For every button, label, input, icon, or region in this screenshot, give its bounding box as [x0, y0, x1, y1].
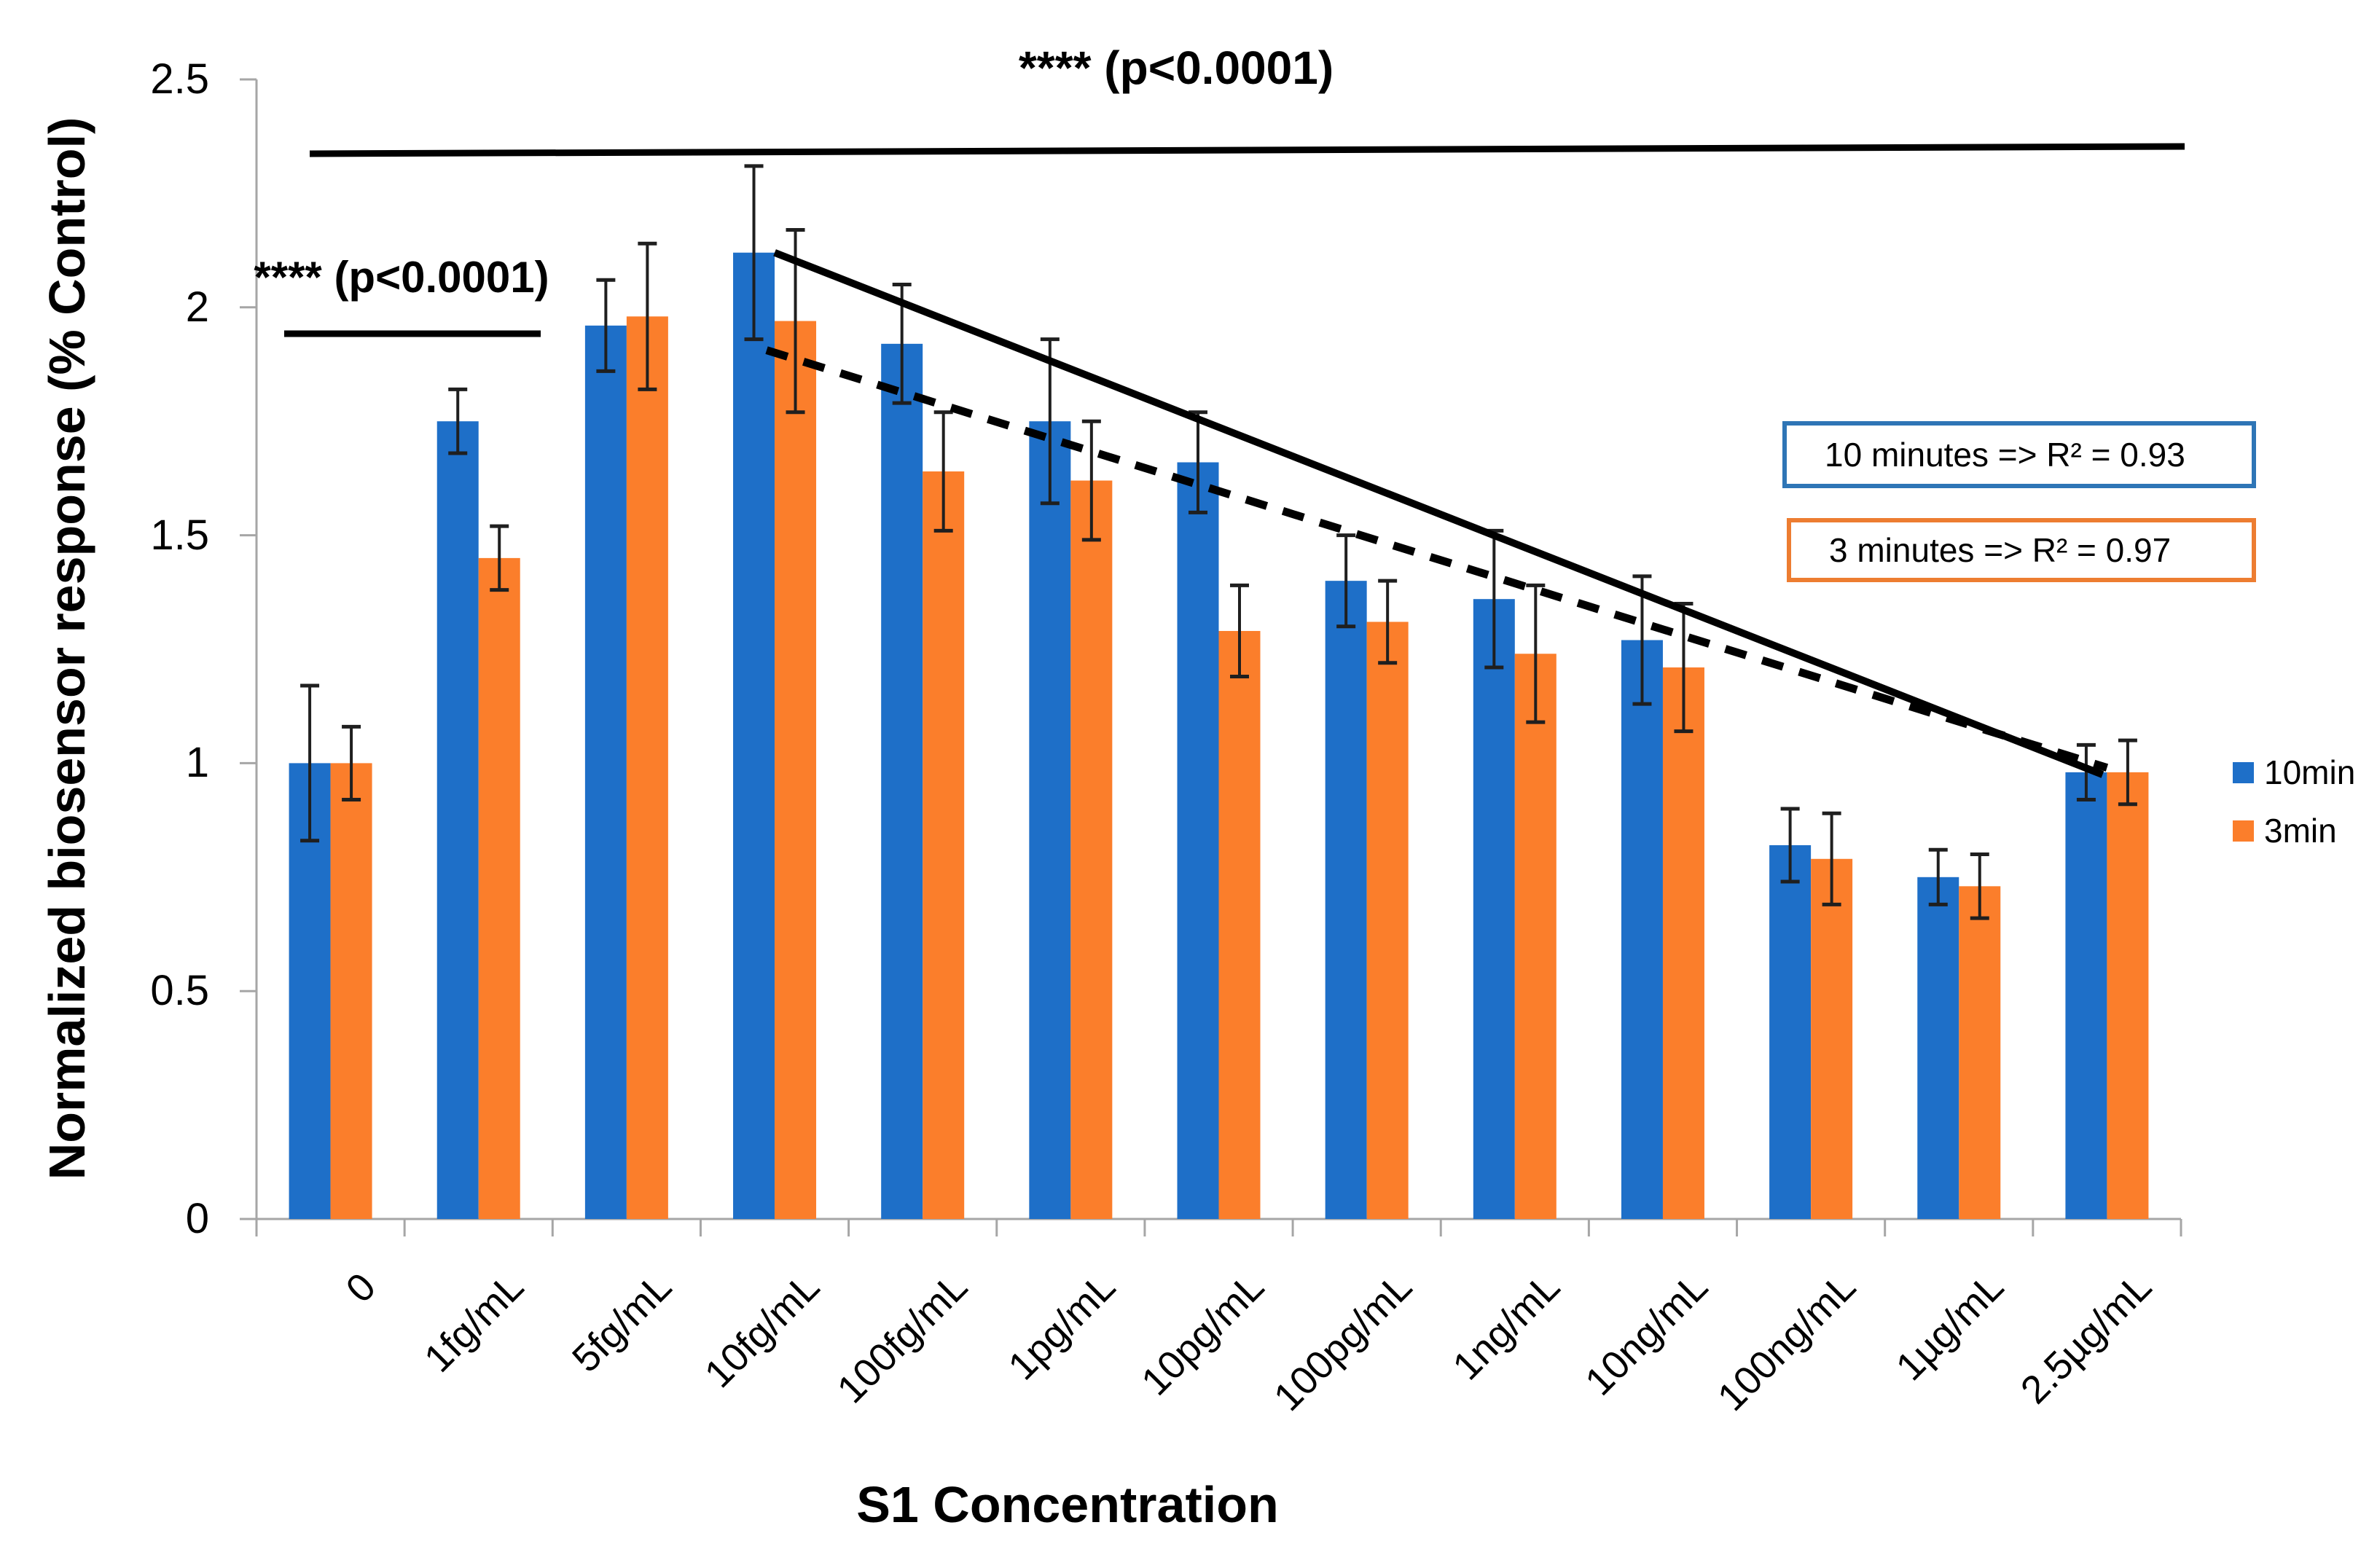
- bar-10min-8: [1473, 599, 1515, 1219]
- bar-3min-3: [775, 321, 817, 1219]
- bar-3min-4: [923, 471, 965, 1219]
- bar-3min-8: [1514, 654, 1557, 1219]
- bar-3min-9: [1662, 667, 1704, 1219]
- bar-3min-11: [1959, 886, 2001, 1219]
- bar-10min-5: [1029, 421, 1071, 1220]
- r2-callout-3min: 3 minutes => R² = 0.97: [1787, 518, 2256, 582]
- legend-label-3min: 3min: [2264, 812, 2337, 850]
- bar-10min-3: [733, 252, 775, 1219]
- bar-10min-7: [1325, 581, 1367, 1219]
- y-axis-title: Normalized biosensor response (% Control…: [39, 117, 95, 1180]
- bar-3min-6: [1218, 630, 1261, 1219]
- bar-3min-0: [330, 763, 372, 1219]
- trendline-solid-10min: [773, 249, 2104, 778]
- r2-callout-3min-text: 3 minutes => R² = 0.97: [1829, 531, 2172, 569]
- legend-label-10min: 10min: [2264, 753, 2356, 791]
- significance-line-0: [309, 143, 2185, 157]
- bar-10min-9: [1621, 640, 1663, 1219]
- bar-10min-11: [1917, 877, 1959, 1219]
- bar-3min-7: [1366, 622, 1409, 1219]
- bar-10min-6: [1177, 462, 1219, 1219]
- y-tick-label-2.5: 2.5: [150, 55, 209, 103]
- y-tick-label-0: 0: [185, 1195, 209, 1242]
- r2-callout-10min: 10 minutes => R² = 0.93: [1782, 421, 2256, 488]
- bar-3min-2: [626, 316, 668, 1219]
- bar-3min-12: [2107, 772, 2149, 1219]
- significance-annotation-overall: **** (p<0.0001): [1018, 42, 1334, 94]
- legend-item-10min: 10min: [2233, 750, 2355, 794]
- bar-10min-10: [1769, 845, 1812, 1219]
- r2-callout-10min-text: 10 minutes => R² = 0.93: [1825, 436, 2185, 474]
- bar-10min-12: [2065, 772, 2107, 1219]
- y-tick-label-1.5: 1.5: [150, 511, 209, 559]
- bar-10min-4: [881, 343, 923, 1219]
- bar-3min-10: [1811, 858, 1853, 1219]
- bar-10min-2: [584, 325, 627, 1220]
- y-tick-label-2: 2: [185, 283, 209, 331]
- legend-swatch-10min-icon: [2233, 761, 2254, 783]
- legend-item-3min: 3min: [2233, 809, 2337, 852]
- y-tick-label-0.5: 0.5: [150, 967, 209, 1015]
- y-tick-label-1: 1: [185, 739, 209, 787]
- significance-annotation-low-dose: **** (p<0.0001): [254, 253, 549, 302]
- bar-3min-5: [1070, 480, 1113, 1219]
- trendline-dashed-3min: [765, 346, 2109, 772]
- x-axis-title: S1 Concentration: [856, 1476, 1279, 1533]
- legend-swatch-3min-icon: [2233, 820, 2254, 842]
- bar-3min-1: [478, 557, 520, 1219]
- bar-10min-1: [436, 421, 479, 1220]
